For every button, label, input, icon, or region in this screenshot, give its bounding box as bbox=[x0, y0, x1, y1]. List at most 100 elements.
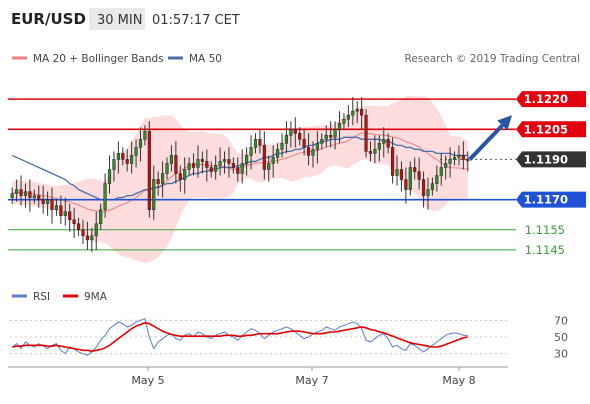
candle-body bbox=[271, 157, 275, 164]
candle-body bbox=[276, 149, 280, 158]
candle-body bbox=[28, 191, 32, 198]
candle-body bbox=[461, 155, 465, 160]
candle-body bbox=[284, 135, 289, 144]
timeframe-label: 30 MIN bbox=[97, 13, 142, 28]
candle-body bbox=[59, 205, 63, 216]
candle-body bbox=[169, 155, 174, 164]
timeframe-badge[interactable] bbox=[89, 8, 145, 30]
candle-body bbox=[187, 163, 191, 170]
candle-body bbox=[333, 129, 337, 138]
candle-body bbox=[10, 193, 14, 198]
candle-body bbox=[240, 163, 244, 174]
support-level-label: 1.1155 bbox=[525, 223, 565, 237]
candle-body bbox=[329, 135, 333, 138]
rsi-legend-label: RSI bbox=[33, 291, 50, 303]
candle-body bbox=[112, 159, 116, 170]
candle-body bbox=[152, 179, 156, 210]
candle-body bbox=[417, 171, 421, 180]
candle-body bbox=[408, 167, 412, 190]
bollinger-mid-line bbox=[12, 132, 468, 213]
candle-body bbox=[360, 108, 364, 116]
candle-body bbox=[218, 161, 222, 166]
candle-body bbox=[377, 143, 381, 150]
x-tick-label: May 8 bbox=[442, 374, 475, 387]
candle-body bbox=[351, 110, 355, 116]
x-tick-label: May 5 bbox=[131, 374, 164, 387]
candle-body bbox=[138, 139, 143, 148]
rsi-ma-line bbox=[12, 322, 468, 352]
candle-body bbox=[214, 165, 218, 172]
candle-body bbox=[421, 179, 426, 196]
rsi-tick-label: 30 bbox=[554, 348, 568, 361]
candle-body bbox=[346, 114, 350, 120]
pivot-level-tag bbox=[516, 191, 586, 208]
candle-body bbox=[72, 219, 76, 225]
candlesticks bbox=[10, 97, 470, 252]
price-levels bbox=[8, 98, 516, 251]
candle-body bbox=[386, 139, 390, 148]
candle-body bbox=[130, 155, 134, 164]
candle-body bbox=[147, 131, 151, 210]
candle-body bbox=[342, 118, 346, 124]
candle-body bbox=[54, 205, 59, 210]
forecast-arrow-head bbox=[497, 115, 512, 131]
candle-body bbox=[253, 139, 258, 148]
last-level-label: 1.1190 bbox=[524, 152, 568, 166]
candle-body bbox=[94, 223, 98, 237]
candle-body bbox=[311, 149, 315, 156]
candle-body bbox=[37, 195, 41, 200]
candle-body bbox=[200, 159, 204, 162]
rsi-panel: 30 50 70 bbox=[10, 314, 568, 361]
candle-body bbox=[404, 179, 408, 190]
candle-body bbox=[355, 108, 359, 112]
bollinger-band-fill bbox=[12, 95, 468, 263]
candle-body bbox=[121, 153, 125, 160]
candle-body bbox=[174, 155, 178, 174]
candle-body bbox=[395, 169, 399, 176]
forecast-arrow bbox=[468, 115, 512, 161]
candle-body bbox=[258, 139, 262, 146]
candle-body bbox=[364, 114, 368, 152]
ma50-legend-label: MA 50 bbox=[189, 53, 222, 65]
rsi-ma-legend-label: 9MA bbox=[84, 291, 108, 303]
last-level-tag bbox=[516, 151, 586, 168]
candle-body bbox=[315, 143, 319, 150]
candle-body bbox=[125, 159, 129, 164]
candle-body bbox=[391, 147, 395, 176]
candle-body bbox=[466, 159, 470, 162]
candle-body bbox=[81, 229, 85, 237]
candle-body bbox=[32, 195, 36, 198]
candle-body bbox=[368, 151, 373, 154]
x-axis: May 5 May 7 May 8 bbox=[131, 367, 476, 387]
candle-body bbox=[227, 159, 231, 164]
price-level-labels: 1.1220 1.1205 1.1190 1.1170 1.1155 1.1145 bbox=[516, 91, 586, 257]
candle-body bbox=[63, 211, 67, 216]
candle-body bbox=[46, 199, 50, 204]
ma50-line bbox=[11, 136, 468, 201]
candle-body bbox=[183, 169, 187, 180]
x-tick-label: May 7 bbox=[295, 374, 328, 387]
candle-body bbox=[306, 147, 311, 156]
resistance-level-tag bbox=[516, 121, 586, 138]
candle-body bbox=[107, 169, 112, 184]
candle-body bbox=[205, 161, 209, 168]
candle-body bbox=[41, 199, 45, 204]
candle-body bbox=[134, 147, 138, 156]
support-level-label: 1.1145 bbox=[525, 243, 565, 257]
candle-body bbox=[143, 131, 147, 140]
candle-body bbox=[448, 159, 452, 164]
candle-body bbox=[382, 139, 386, 144]
candle-body bbox=[444, 163, 448, 168]
candle-body bbox=[209, 167, 213, 172]
candle-body bbox=[426, 189, 430, 196]
candle-body bbox=[302, 139, 306, 148]
candle-body bbox=[165, 163, 169, 174]
candle-body bbox=[68, 211, 72, 220]
candle-body bbox=[161, 173, 165, 184]
resistance-level-label: 1.1220 bbox=[524, 92, 568, 106]
candle-body bbox=[373, 149, 377, 154]
candle-body bbox=[439, 167, 443, 176]
candle-body bbox=[191, 163, 196, 168]
candle-body bbox=[103, 183, 107, 210]
candle-body bbox=[452, 157, 457, 160]
